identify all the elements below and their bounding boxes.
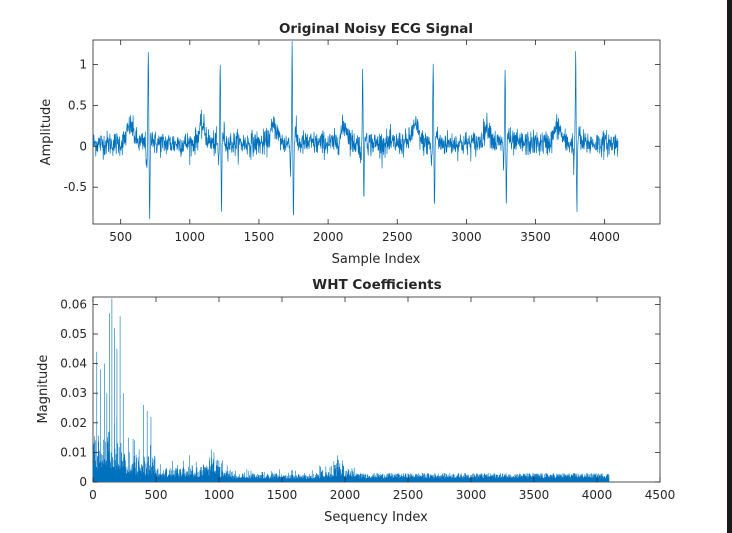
window-edge: [727, 0, 732, 533]
wht-axes: WHT Coefficients 0 500 1000 1500 2000 2500 300…: [36, 277, 675, 525]
wht-y-label: Magnitude: [36, 355, 51, 424]
y-tick-label: 0.06: [60, 297, 87, 311]
y-tick-label: 1: [79, 58, 87, 72]
ecg-y-ticks: -0.5 0 0.5 1: [64, 58, 660, 194]
y-tick-label: 0: [79, 475, 87, 489]
y-tick-label: 0: [79, 139, 87, 153]
x-tick-label: 3000: [451, 230, 482, 244]
wht-title: WHT Coefficients: [312, 277, 441, 293]
y-tick-label: 0.02: [60, 416, 87, 430]
x-tick-label: 500: [145, 488, 168, 502]
y-tick-label: -0.5: [64, 180, 87, 194]
x-tick-label: 3000: [456, 488, 487, 502]
wht-plot-area: [92, 296, 661, 483]
wht-coefficient-stems: [92, 298, 610, 482]
x-tick-label: 2500: [382, 230, 413, 244]
y-tick-label: 0.03: [60, 386, 87, 400]
ecg-y-label: Amplitude: [39, 99, 54, 166]
x-tick-label: 2000: [313, 230, 344, 244]
ecg-signal-line: [92, 41, 619, 220]
y-tick-label: 0.05: [60, 327, 87, 341]
ecg-title: Original Noisy ECG Signal: [279, 21, 473, 37]
y-tick-label: 0.01: [60, 445, 87, 459]
ecg-axes: Original Noisy ECG Signal 500 1000 1500 200…: [39, 21, 661, 267]
wht-x-ticks: 0 500 1000 1500 2000 2500 3000 3500 4000 4500: [89, 297, 675, 502]
x-tick-label: 1000: [175, 230, 206, 244]
x-tick-label: 4500: [645, 488, 676, 502]
x-tick-label: 500: [109, 230, 132, 244]
x-tick-label: 2500: [393, 488, 424, 502]
x-tick-label: 3500: [520, 230, 551, 244]
ecg-x-ticks: 500 1000 1500 2000 2500 3000 3500 4000: [109, 40, 620, 244]
x-tick-label: 1000: [204, 488, 235, 502]
x-tick-label: 0: [89, 488, 97, 502]
x-tick-label: 1500: [244, 230, 275, 244]
x-tick-label: 4000: [582, 488, 613, 502]
x-tick-label: 1500: [267, 488, 298, 502]
ecg-x-label: Sample Index: [332, 252, 421, 267]
y-tick-label: 0.04: [60, 357, 87, 371]
x-tick-label: 2000: [330, 488, 361, 502]
wht-y-ticks: 0 0.01 0.02 0.03 0.04 0.05 0.06: [60, 297, 660, 489]
y-tick-label: 0.5: [68, 98, 87, 112]
wht-x-label: Sequency Index: [324, 510, 428, 525]
x-tick-label: 3500: [519, 488, 550, 502]
x-tick-label: 4000: [589, 230, 620, 244]
